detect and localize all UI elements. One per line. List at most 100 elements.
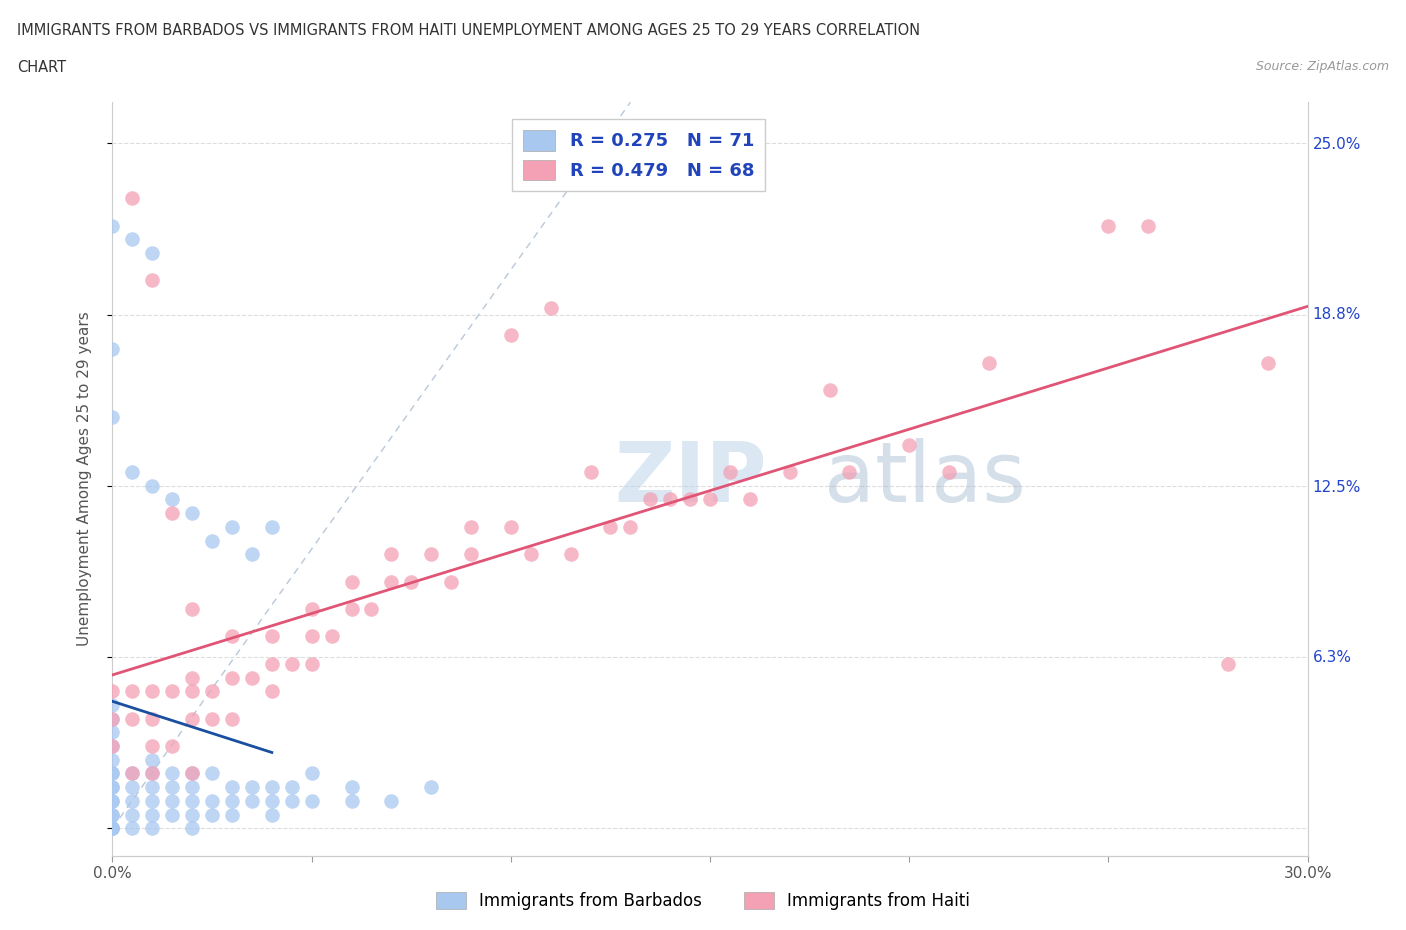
Point [181,766,204,781]
Point [181,506,204,521]
Point [659,492,682,507]
Point [141,478,163,493]
Point [340,574,363,589]
Point [699,492,721,507]
Point [121,684,143,698]
Point [260,684,283,698]
Point [121,191,143,206]
Point [340,779,363,794]
Point [260,807,283,822]
Point [520,547,543,562]
Point [162,779,183,794]
Point [460,547,482,562]
Point [101,410,124,425]
Point [101,738,124,753]
Point [162,766,183,781]
Point [141,779,163,794]
Point [499,520,522,535]
Point [181,766,204,781]
Point [121,711,143,726]
Point [121,232,143,246]
Point [281,657,304,671]
Point [221,807,243,822]
Point [141,821,163,836]
Point [101,219,124,233]
Point [141,684,163,698]
Point [221,629,243,644]
Point [101,793,124,808]
Point [101,341,124,356]
Point [281,793,304,808]
Point [540,300,562,315]
Point [221,711,243,726]
Point [141,793,163,808]
Point [321,629,343,644]
Point [640,492,662,507]
Point [101,821,124,836]
Point [499,327,522,342]
Point [838,465,860,480]
Point [121,779,143,794]
Point [101,821,124,836]
Point [162,506,183,521]
Point [101,766,124,781]
Point [380,793,402,808]
Point [420,547,443,562]
Point [101,766,124,781]
Point [718,465,741,480]
Point [340,793,363,808]
Point [201,766,224,781]
Point [579,465,602,480]
Point [181,793,204,808]
Point [301,602,323,617]
Point [201,807,224,822]
Point [101,807,124,822]
Point [301,793,323,808]
Point [181,711,204,726]
Point [1216,657,1239,671]
Point [240,779,263,794]
Point [818,382,841,397]
Point [181,684,204,698]
Point [380,547,402,562]
Point [301,766,323,781]
Point [420,779,443,794]
Point [162,807,183,822]
Point [162,684,183,698]
Point [101,807,124,822]
Legend: R = 0.275   N = 71, R = 0.479   N = 68: R = 0.275 N = 71, R = 0.479 N = 68 [512,119,765,192]
Point [340,602,363,617]
Point [101,821,124,836]
Point [1137,219,1160,233]
Point [360,602,382,617]
Point [201,533,224,548]
Point [181,602,204,617]
Point [401,574,423,589]
Point [101,821,124,836]
Point [738,492,761,507]
Point [221,520,243,535]
Point [141,246,163,260]
Point [201,684,224,698]
Point [679,492,702,507]
Point [599,520,621,535]
Text: ZIP: ZIP [614,438,766,520]
Point [281,779,304,794]
Point [101,738,124,753]
Point [460,520,482,535]
Point [121,793,143,808]
Text: CHART: CHART [17,60,66,75]
Point [181,671,204,685]
Point [181,807,204,822]
Point [301,657,323,671]
Point [121,807,143,822]
Point [121,766,143,781]
Point [201,793,224,808]
Point [181,821,204,836]
Point [1097,219,1119,233]
Point [121,465,143,480]
Point [162,738,183,753]
Point [260,779,283,794]
Point [221,793,243,808]
Point [101,779,124,794]
